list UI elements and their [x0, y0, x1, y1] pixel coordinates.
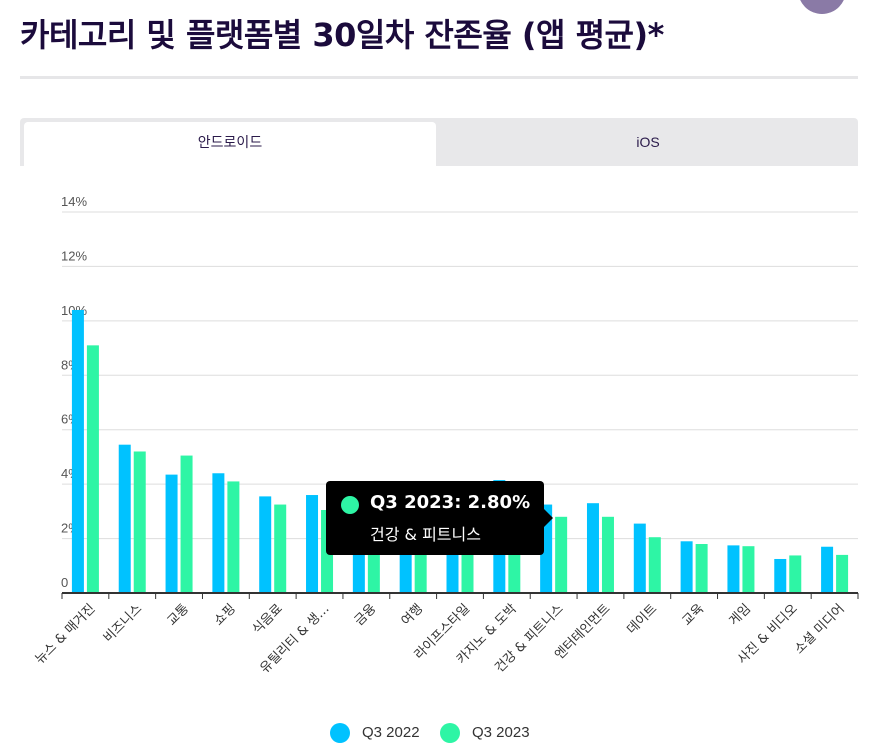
- legend-label: Q3 2022: [362, 724, 420, 741]
- y-tick-label: 0: [61, 575, 68, 590]
- bar[interactable]: [555, 516, 568, 593]
- bar[interactable]: [306, 495, 319, 593]
- category-label: 여행: [398, 601, 426, 629]
- legend-label: Q3 2023: [472, 724, 530, 741]
- tab-android[interactable]: 안드로이드: [24, 122, 436, 166]
- bar[interactable]: [601, 516, 614, 593]
- bar[interactable]: [836, 554, 849, 593]
- bar[interactable]: [259, 496, 272, 593]
- bar[interactable]: [648, 537, 661, 593]
- bar[interactable]: [71, 309, 84, 593]
- category-label: 쇼핑: [211, 601, 239, 629]
- bar[interactable]: [133, 451, 146, 593]
- category-label: 뉴스 & 매거진: [33, 601, 99, 667]
- bar[interactable]: [212, 473, 225, 593]
- bar[interactable]: [586, 503, 599, 593]
- avatar[interactable]: [798, 0, 846, 14]
- bar[interactable]: [165, 474, 178, 593]
- tooltip-series-value: Q3 2023: 2.80%: [370, 492, 531, 513]
- category-label: 교통: [165, 601, 193, 629]
- category-label: 식음료: [250, 601, 286, 637]
- tooltip-series-dot: [341, 496, 359, 514]
- y-tick-label: 14%: [61, 194, 87, 209]
- platform-tabs: 안드로이드 iOS: [20, 118, 858, 166]
- chart-tooltip: Q3 2023: 2.80% 건강 & 피트니스: [326, 481, 553, 555]
- tooltip-category: 건강 & 피트니스: [370, 525, 481, 544]
- category-label: 데이트: [624, 601, 660, 637]
- bar[interactable]: [633, 523, 646, 593]
- bar[interactable]: [742, 546, 755, 593]
- bar[interactable]: [680, 541, 693, 593]
- bar[interactable]: [274, 504, 287, 593]
- category-label: 비즈니스: [101, 601, 145, 645]
- bar[interactable]: [86, 345, 99, 593]
- title-divider: [20, 76, 858, 79]
- bar[interactable]: [727, 545, 740, 593]
- tab-ios[interactable]: iOS: [636, 134, 660, 150]
- bar[interactable]: [118, 444, 131, 593]
- category-label: 금융: [352, 601, 380, 629]
- legend-dot-icon: [440, 723, 460, 743]
- page-title: 카테고리 및 플랫폼별 30일차 잔존율 (앱 평균)*: [20, 16, 664, 54]
- y-tick-label: 12%: [61, 248, 87, 263]
- bar[interactable]: [789, 555, 802, 593]
- category-label: 게임: [726, 601, 754, 629]
- legend-dot-icon: [330, 723, 350, 743]
- bar[interactable]: [774, 558, 787, 593]
- category-label: 교육: [680, 601, 708, 629]
- category-label: 소셜 미디어: [792, 601, 848, 657]
- bar[interactable]: [695, 544, 708, 593]
- bar[interactable]: [180, 455, 193, 593]
- bar[interactable]: [227, 481, 240, 593]
- bar[interactable]: [821, 546, 834, 593]
